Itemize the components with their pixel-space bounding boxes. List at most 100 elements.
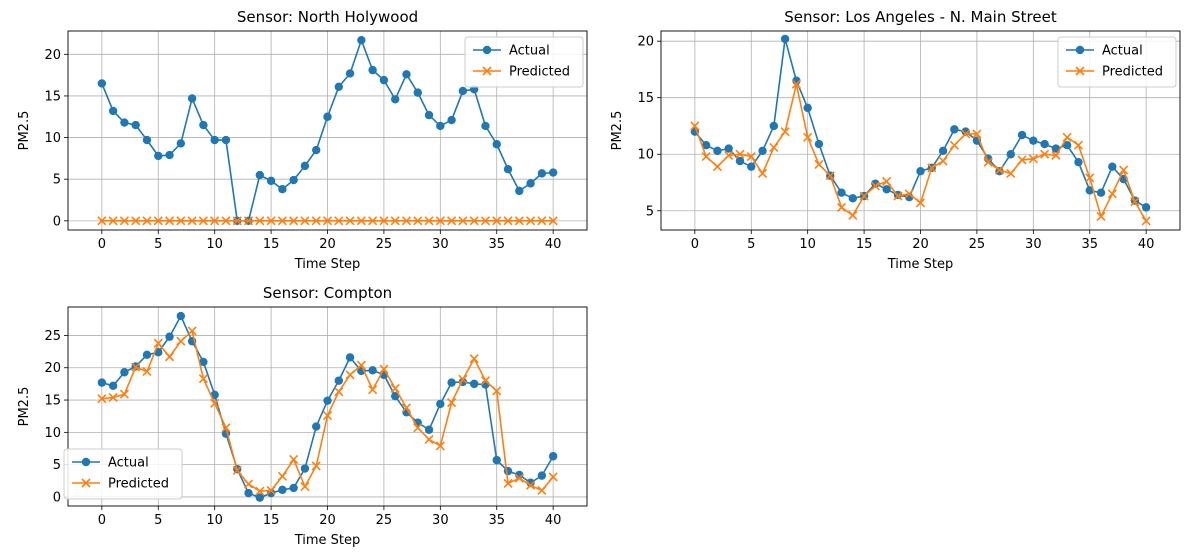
data-point xyxy=(447,216,457,226)
data-point xyxy=(289,216,299,226)
data-point xyxy=(526,179,535,188)
data-point xyxy=(1073,140,1084,150)
data-point xyxy=(198,216,208,226)
data-point xyxy=(548,472,558,482)
data-point xyxy=(758,146,767,156)
x-tick-label: 10 xyxy=(799,237,816,252)
data-point xyxy=(1040,149,1050,159)
series-predicted xyxy=(690,79,1151,226)
y-tick-label: 10 xyxy=(44,131,61,146)
data-point xyxy=(131,120,140,130)
data-point xyxy=(199,120,208,130)
data-point xyxy=(458,216,468,226)
data-point xyxy=(142,135,152,145)
data-point xyxy=(345,69,355,78)
x-tick-label: 20 xyxy=(912,237,929,252)
data-point xyxy=(1130,197,1140,207)
data-point xyxy=(142,216,152,226)
data-point xyxy=(424,216,434,226)
data-point xyxy=(1062,140,1072,150)
data-point xyxy=(390,216,400,226)
legend: Actual Predicted xyxy=(63,448,183,500)
x-tick-label: 5 xyxy=(747,237,755,252)
x-tick-label: 40 xyxy=(1138,237,1155,252)
data-point xyxy=(368,366,377,375)
subplot-1: 0 5 10 15 20 25 30 35 40 0 5 10 15 20 Sensor: North Ho… xyxy=(17,8,588,272)
data-point xyxy=(210,135,219,145)
x-axis-label: Time Step xyxy=(887,257,954,272)
x-tick-label: 30 xyxy=(432,237,449,252)
data-point xyxy=(1006,168,1016,179)
data-point xyxy=(548,168,558,177)
data-point xyxy=(713,146,722,156)
legend-label: Predicted xyxy=(509,65,570,80)
legend-entry-actual: Actual xyxy=(473,44,550,59)
data-point xyxy=(780,127,790,137)
data-point xyxy=(142,350,152,360)
data-point xyxy=(836,202,847,212)
y-tick-label: 5 xyxy=(53,458,61,473)
data-point xyxy=(548,452,558,461)
data-point xyxy=(277,216,287,226)
data-point xyxy=(221,216,231,226)
y-tick-label: 0 xyxy=(53,214,61,229)
data-point xyxy=(526,216,536,226)
data-point xyxy=(961,129,971,139)
data-point xyxy=(368,385,378,395)
data-point xyxy=(893,191,903,201)
data-point xyxy=(803,132,813,142)
legend-entry-predicted: Predicted xyxy=(72,477,169,492)
data-point xyxy=(1062,132,1072,142)
data-point xyxy=(1017,130,1027,140)
data-point xyxy=(323,112,332,121)
data-point xyxy=(221,423,231,433)
data-point xyxy=(119,216,129,226)
data-point xyxy=(447,378,456,387)
y-tick-label: 10 xyxy=(637,148,654,163)
data-point xyxy=(1141,203,1151,212)
x-tick-label: 20 xyxy=(319,237,336,252)
data-point xyxy=(480,216,491,226)
data-point xyxy=(334,387,344,397)
data-point xyxy=(289,483,298,493)
data-point xyxy=(255,170,265,180)
data-point xyxy=(165,332,174,341)
data-point xyxy=(503,165,513,174)
data-point xyxy=(255,493,265,502)
data-point xyxy=(345,370,355,380)
data-point xyxy=(345,353,355,362)
data-point xyxy=(154,151,163,161)
data-point xyxy=(701,151,711,162)
data-point xyxy=(278,485,287,495)
data-point xyxy=(176,216,186,226)
data-point xyxy=(915,198,926,208)
data-point xyxy=(1074,157,1083,167)
y-tick-label: 5 xyxy=(646,204,654,219)
legend-label: Actual xyxy=(509,44,550,59)
legend: Actual Predicted xyxy=(1057,36,1177,88)
data-point xyxy=(1028,154,1038,164)
data-point xyxy=(311,216,321,226)
chart-title: Sensor: North Holywood xyxy=(237,8,418,26)
y-axis-label: PM2.5 xyxy=(610,111,625,151)
data-point xyxy=(1040,139,1049,149)
data-point xyxy=(312,145,321,155)
legend-marker xyxy=(1075,45,1085,55)
data-point xyxy=(266,485,276,496)
y-tick-label: 20 xyxy=(637,35,654,50)
data-point xyxy=(221,135,231,145)
data-point xyxy=(210,216,220,226)
data-point xyxy=(1096,211,1106,221)
data-point xyxy=(368,65,377,75)
data-point xyxy=(164,352,175,362)
y-tick-label: 20 xyxy=(44,361,61,376)
data-point xyxy=(402,70,411,79)
data-point xyxy=(526,480,536,490)
legend-entry-predicted: Predicted xyxy=(473,65,570,80)
data-point xyxy=(492,216,502,226)
data-point xyxy=(176,311,186,321)
data-point xyxy=(424,110,434,120)
data-point xyxy=(300,216,310,226)
legend: Actual Predicted xyxy=(464,36,584,88)
data-point xyxy=(1029,136,1038,145)
